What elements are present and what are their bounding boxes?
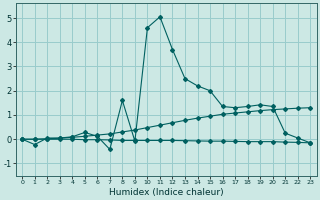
X-axis label: Humidex (Indice chaleur): Humidex (Indice chaleur) <box>109 188 224 197</box>
